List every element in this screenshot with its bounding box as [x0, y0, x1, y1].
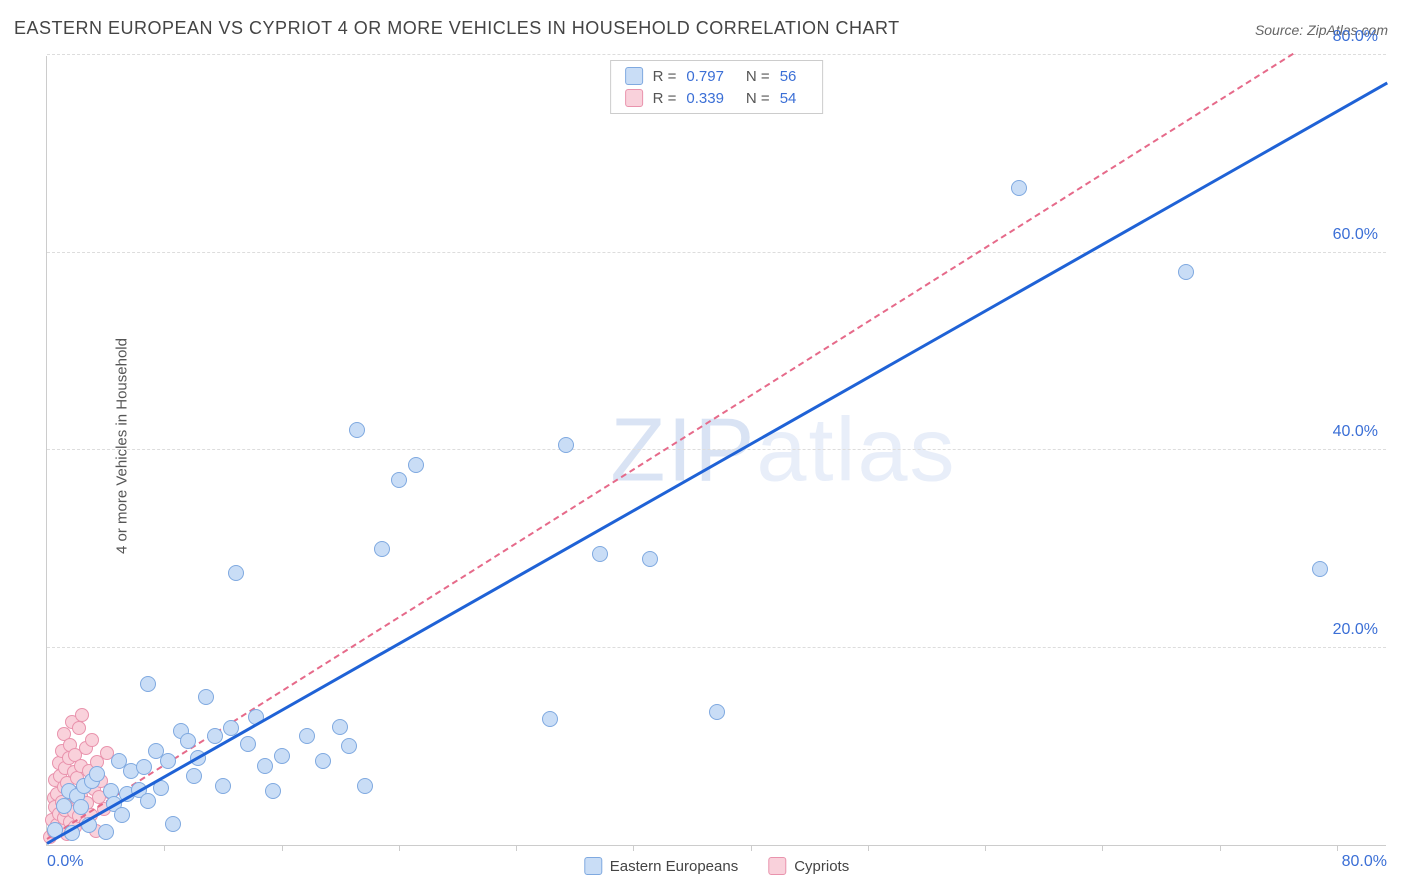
scatter-point — [274, 748, 290, 764]
scatter-point — [315, 753, 331, 769]
scatter-point — [265, 783, 281, 799]
scatter-point — [72, 721, 86, 735]
n-label: N = — [746, 68, 770, 85]
x-tick-mark — [1337, 845, 1338, 851]
scatter-point — [165, 816, 181, 832]
chart-title: EASTERN EUROPEAN VS CYPRIOT 4 OR MORE VE… — [14, 18, 900, 39]
scatter-point — [1178, 264, 1194, 280]
scatter-point — [341, 738, 357, 754]
watermark-part-a: ZIP — [610, 400, 756, 500]
gridline-h — [47, 252, 1386, 253]
scatter-point — [160, 753, 176, 769]
legend-swatch — [625, 67, 643, 85]
scatter-point — [709, 704, 725, 720]
source-label: Source: — [1255, 22, 1303, 38]
x-tick-mark — [164, 845, 165, 851]
scatter-point — [1312, 561, 1328, 577]
x-tick-mark — [868, 845, 869, 851]
series-name: Eastern Europeans — [610, 858, 738, 875]
x-tick-label: 80.0% — [1342, 853, 1387, 871]
scatter-point — [299, 728, 315, 744]
legend-swatch — [768, 857, 786, 875]
gridline-h — [47, 647, 1386, 648]
x-tick-mark — [282, 845, 283, 851]
gridline-h — [47, 449, 1386, 450]
scatter-point — [98, 824, 114, 840]
scatter-point — [186, 768, 202, 784]
scatter-point — [642, 551, 658, 567]
x-tick-mark — [633, 845, 634, 851]
x-tick-mark — [985, 845, 986, 851]
scatter-point — [592, 546, 608, 562]
scatter-point — [215, 778, 231, 794]
scatter-point — [349, 422, 365, 438]
scatter-point — [391, 472, 407, 488]
series-legend: Eastern Europeans Cypriots — [584, 857, 849, 875]
series-legend-item: Cypriots — [768, 857, 849, 875]
y-tick-label: 20.0% — [1333, 621, 1378, 639]
scatter-point — [140, 793, 156, 809]
scatter-point — [198, 689, 214, 705]
r-label: R = — [653, 90, 677, 107]
x-tick-mark — [1220, 845, 1221, 851]
y-tick-label: 80.0% — [1333, 28, 1378, 46]
series-name: Cypriots — [794, 858, 849, 875]
trendline — [46, 82, 1387, 845]
n-value: 56 — [780, 68, 797, 85]
chart-container: EASTERN EUROPEAN VS CYPRIOT 4 OR MORE VE… — [0, 0, 1406, 892]
scatter-point — [558, 437, 574, 453]
watermark-part-b: atlas — [756, 400, 956, 500]
scatter-point — [85, 733, 99, 747]
r-label: R = — [653, 68, 677, 85]
n-value: 54 — [780, 90, 797, 107]
n-label: N = — [746, 90, 770, 107]
y-tick-label: 60.0% — [1333, 226, 1378, 244]
scatter-point — [332, 719, 348, 735]
scatter-point — [56, 798, 72, 814]
scatter-point — [73, 799, 89, 815]
scatter-point — [207, 728, 223, 744]
scatter-point — [89, 766, 105, 782]
scatter-point — [542, 711, 558, 727]
scatter-point — [180, 733, 196, 749]
stats-legend-row: R = 0.339 N = 54 — [611, 87, 823, 109]
scatter-point — [1011, 180, 1027, 196]
x-tick-label: 0.0% — [47, 853, 83, 871]
scatter-point — [75, 708, 89, 722]
x-tick-mark — [399, 845, 400, 851]
x-tick-mark — [751, 845, 752, 851]
scatter-point — [240, 736, 256, 752]
scatter-point — [228, 565, 244, 581]
scatter-point — [257, 758, 273, 774]
scatter-point — [357, 778, 373, 794]
r-value: 0.339 — [686, 90, 724, 107]
plot-area: ZIPatlas R =0.797N =56R =0.339N =54 East… — [46, 56, 1386, 846]
legend-swatch — [625, 89, 643, 107]
stats-legend: R = 0.797 N = 56 R = 0.339 N = 54 — [610, 60, 824, 114]
x-tick-mark — [516, 845, 517, 851]
scatter-point — [114, 807, 130, 823]
gridline-h — [47, 54, 1386, 55]
r-value: 0.797 — [686, 68, 724, 85]
stats-legend-row: R = 0.797 N = 56 — [611, 65, 823, 87]
x-tick-mark — [1102, 845, 1103, 851]
scatter-point — [374, 541, 390, 557]
legend-swatch — [584, 857, 602, 875]
scatter-point — [140, 676, 156, 692]
series-legend-item: Eastern Europeans — [584, 857, 738, 875]
y-tick-label: 40.0% — [1333, 423, 1378, 441]
scatter-point — [136, 759, 152, 775]
scatter-point — [408, 457, 424, 473]
